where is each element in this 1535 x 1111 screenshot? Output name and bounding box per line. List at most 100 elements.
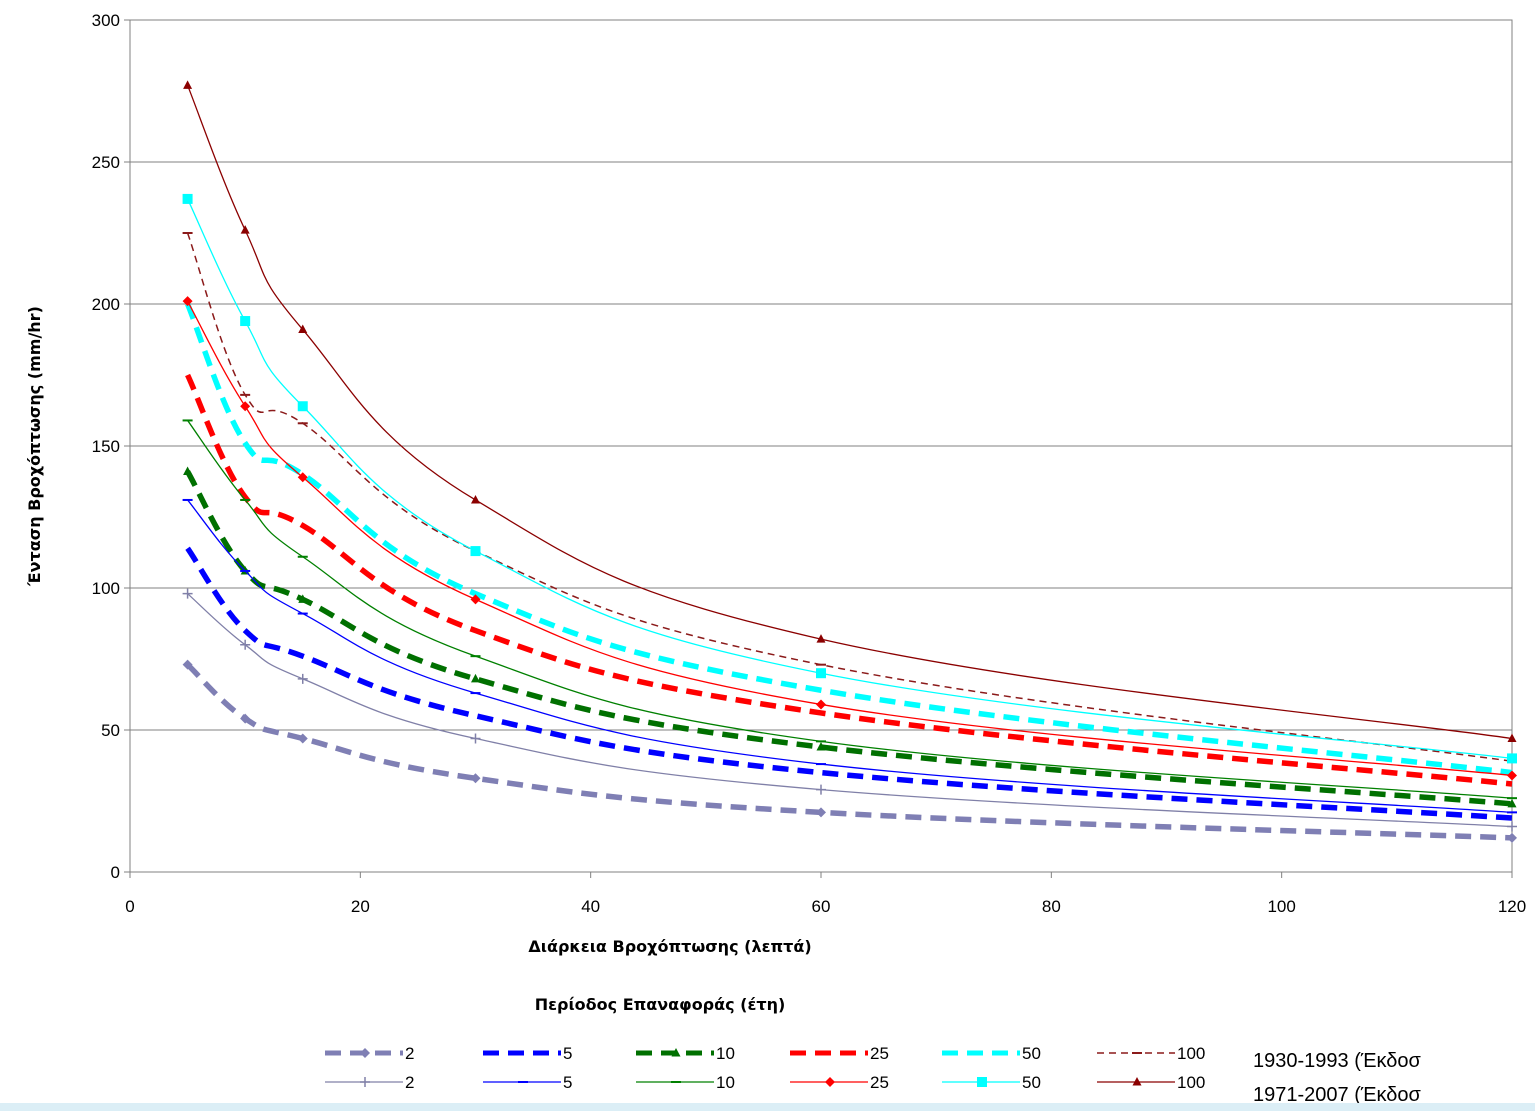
point-1971-2007-2-x60 [816,784,826,795]
point-1971-2007-100-x15 [298,324,308,334]
x-axis-title: Διάρκεια Βροχόπτωσης (λεπτά) [528,937,811,956]
series-1971-2007-50 [182,193,1517,764]
point-1930-1993-10-x15 [298,594,308,603]
series-line-1930-1993-2 [185,662,1513,841]
series-1930-1993-25 [185,373,1513,787]
point-1930-1993-2-x15 [297,733,308,744]
point-1930-1993-2-x30 [470,773,481,784]
legend-label-1930-1993-50: 50 [1022,1044,1041,1063]
legend-entry-1930-1993-2: 2 [325,1044,414,1063]
legend-label-1930-1993-25: 25 [870,1044,889,1063]
series-line-1971-2007-2 [187,593,1513,828]
legend-label-1971-2007-25: 25 [870,1073,889,1092]
point-1971-2007-2-x5 [182,588,193,599]
legend-entry-1971-2007-5: 5 [483,1073,572,1092]
series-line-1971-2007-50 [186,198,1513,760]
legend-marker-1930-1993-10 [671,1048,681,1057]
legend-label-1971-2007-10: 10 [716,1073,735,1092]
point-1971-2007-50-x60 [816,668,826,679]
note-period-1971-2007: 1971-2007 (Έκδοσ [1253,1084,1422,1106]
bottom-band [0,1103,1535,1111]
point-1971-2007-2-x30 [470,733,481,744]
legend-label-1971-2007-100: 100 [1177,1073,1205,1092]
legend-marker-1971-2007-100 [1132,1077,1142,1086]
legend-entry-1971-2007-10: 10 [636,1073,735,1092]
x-tick-label-40: 40 [581,897,600,916]
y-axis-title: Ένταση Βροχόπτωσης (mm/hr) [25,306,44,587]
series-1971-2007-2 [182,588,1517,832]
point-1971-2007-50-x15 [297,401,308,412]
point-1971-2007-25-x60 [816,699,826,710]
legend-label-1930-1993-10: 10 [716,1044,735,1063]
point-1971-2007-25-x30 [470,594,481,605]
legend-marker-1971-2007-2 [360,1077,370,1087]
series-line-1930-1993-5 [185,546,1513,821]
legend-marker-1930-1993-2 [360,1048,370,1058]
point-1971-2007-2-x10 [240,639,251,650]
series-line-1930-1993-50 [185,302,1513,776]
x-tick-label-20: 20 [351,897,370,916]
legend-marker-1971-2007-25 [825,1077,835,1087]
series-1930-1993-100 [182,232,1517,763]
legend-entry-1930-1993-50: 50 [942,1044,1041,1063]
legend-entry-1930-1993-25: 25 [790,1044,889,1063]
legend-label-1971-2007-50: 50 [1022,1073,1041,1092]
y-tick-label-200: 200 [92,295,120,314]
legend-label-1930-1993-2: 2 [405,1044,414,1063]
point-1971-2007-50-x120 [1507,753,1517,764]
point-1971-2007-50-x30 [470,546,481,557]
series-line-1971-2007-25 [187,300,1513,777]
point-1971-2007-100-x5 [183,80,193,89]
series-line-1930-1993-25 [185,373,1513,787]
point-1971-2007-100-x120 [1507,733,1517,743]
point-1930-1993-10-x120 [1507,798,1517,808]
point-1971-2007-25-x120 [1507,770,1517,781]
series-1971-2007-10 [182,419,1517,800]
x-tick-label-80: 80 [1042,897,1061,916]
y-axis-ticks: 0 50 100 150 200 250 300 [92,11,130,882]
point-1971-2007-50-x10 [240,316,251,327]
x-tick-label-100: 100 [1267,897,1295,916]
point-1971-2007-25-x15 [297,472,308,483]
y-tick-label-0: 0 [111,863,120,882]
series-line-1971-2007-100 [186,85,1513,740]
point-1971-2007-25-x10 [240,401,251,412]
legend-label-1930-1993-5: 5 [563,1044,572,1063]
series-1971-2007-100 [183,80,1517,743]
y-tick-label-50: 50 [101,721,120,740]
series-line-1971-2007-10 [187,420,1513,799]
x-tick-label-120: 120 [1498,897,1526,916]
point-1930-1993-10-x30 [471,673,480,683]
legend-entry-1930-1993-10: 10 [636,1044,735,1063]
point-1971-2007-25-x5 [182,296,193,307]
series-1971-2007-5 [182,498,1517,814]
series-1971-2007-25 [182,296,1517,781]
legend-marker-1971-2007-50 [977,1077,987,1087]
y-tick-label-100: 100 [92,579,120,598]
point-1971-2007-2-x15 [297,673,308,684]
note-period-1930-1993: 1930-1993 (Έκδοσ [1253,1050,1422,1072]
point-1930-1993-2-x60 [816,807,826,818]
point-1971-2007-100-x10 [240,225,250,234]
x-axis-ticks: 0 20 40 60 80 100 120 [125,872,1526,916]
series-layer [182,80,1517,843]
series-line-1930-1993-100 [186,232,1513,762]
point-1930-1993-10-x60 [816,742,826,751]
legend-entry-1930-1993-5: 5 [483,1044,572,1063]
series-1930-1993-2 [182,659,1517,843]
legend-title: Περίοδος Επαναφοράς (έτη) [535,995,786,1014]
point-1971-2007-50-x5 [182,193,193,204]
y-tick-label-150: 150 [92,437,120,456]
y-tick-label-250: 250 [92,153,120,172]
x-tick-label-0: 0 [125,897,134,916]
y-tick-label-300: 300 [92,11,120,30]
legend-entry-1971-2007-50: 50 [942,1073,1041,1092]
x-tick-label-60: 60 [812,897,831,916]
series-1930-1993-50 [185,302,1513,776]
legend-label-1971-2007-2: 2 [405,1073,414,1092]
point-1930-1993-10-x5 [183,466,193,476]
legend-entry-1930-1993-100: 100 [1097,1044,1205,1063]
point-1971-2007-2-x120 [1507,821,1517,832]
